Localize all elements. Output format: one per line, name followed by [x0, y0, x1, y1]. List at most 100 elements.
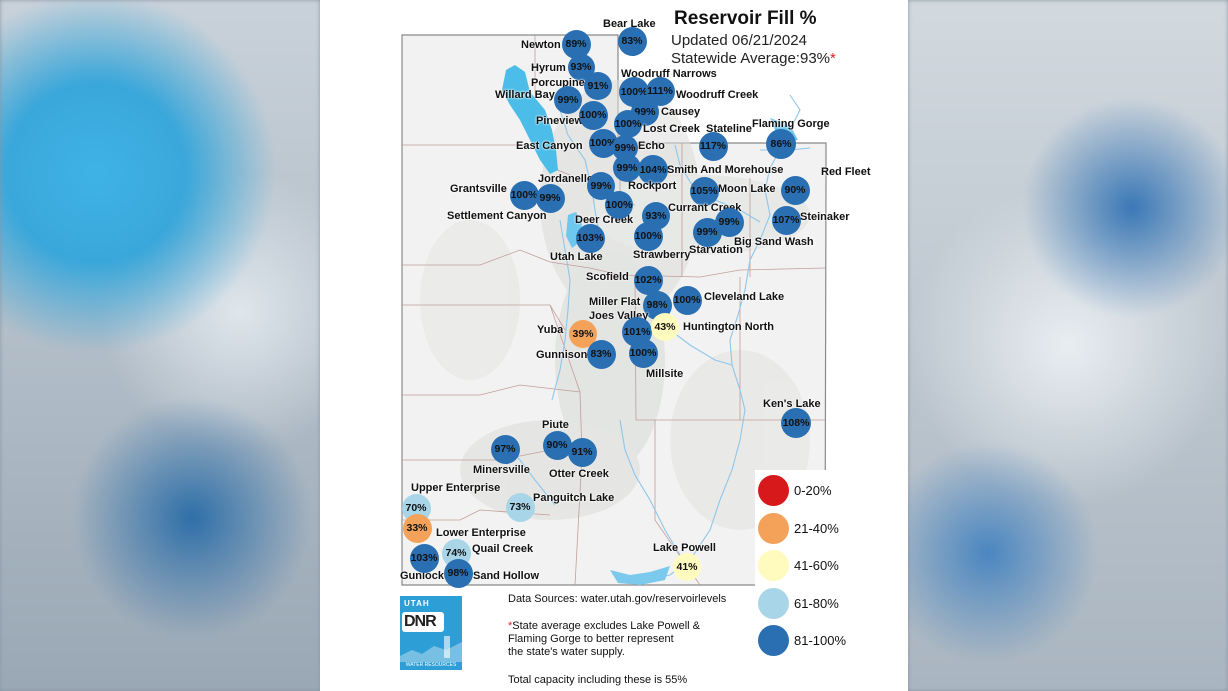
blurred-background-left — [0, 0, 320, 691]
reservoir-marker-smith-and-morehouse: 104% — [638, 155, 668, 185]
utah-map — [382, 34, 908, 691]
statewide-average: Statewide Average:93%* — [671, 50, 836, 67]
reservoir-label-grantsville: Grantsville — [450, 183, 507, 195]
reservoir-label-lake-powell: Lake Powell — [653, 542, 716, 554]
legend-label: 21-40% — [794, 520, 839, 536]
reservoir-label-lower-enterprise: Lower Enterprise — [436, 527, 526, 539]
reservoir-marker-causey: 99% — [631, 98, 659, 126]
reservoir-label-upper-enterprise: Upper Enterprise — [411, 482, 501, 494]
reservoir-label-steinaker: Steinaker — [800, 211, 850, 223]
reservoir-label-huntington-north: Huntington North — [683, 321, 775, 333]
reservoir-label-pineview: Pineview — [536, 115, 584, 127]
legend-label: 61-80% — [794, 595, 839, 611]
reservoir-marker-lower-enterprise: 33% — [402, 513, 432, 543]
reservoir-label-starvation: Starvation — [689, 244, 743, 256]
reservoir-marker-lost-creek: 100% — [614, 110, 642, 138]
reservoir-marker-steinaker: 107% — [771, 205, 801, 235]
reservoir-marker-gunlock: 103% — [409, 543, 439, 573]
reservoir-marker-minersville: 97% — [490, 434, 520, 464]
reservoir-marker-millsite: 100% — [628, 338, 658, 368]
reservoir-marker-panguitch-lake: 73% — [505, 492, 535, 522]
reservoir-marker-strawberry: 100% — [633, 221, 663, 251]
reservoir-marker-rockport: 99% — [613, 154, 641, 182]
reservoir-label-rockport: Rockport — [628, 180, 677, 192]
legend-label: 81-100% — [794, 633, 847, 648]
rivers — [499, 94, 811, 581]
utah-dnr-logo: UTAH DNR WATER RESOURCES — [400, 596, 462, 670]
reservoir-marker-otter-creek: 91% — [567, 437, 597, 467]
lake-powell-water — [610, 566, 670, 585]
reservoir-marker-willard-bay: 99% — [554, 86, 582, 114]
reservoir-label-millsite: Millsite — [646, 368, 684, 380]
reservoir-label-bear-lake: Bear Lake — [603, 18, 656, 30]
legend-swatch — [758, 625, 789, 656]
reservoir-marker-grantsville: 100% — [509, 180, 539, 210]
reservoir-marker-ken-s-lake: 108% — [781, 408, 811, 438]
reservoir-label-miller-flat: Miller Flat — [589, 296, 641, 308]
reservoir-marker-bear-lake: 83% — [617, 26, 647, 56]
updated-date: Updated 06/21/2024 — [671, 32, 807, 49]
reservoir-label-big-sand-wash: Big Sand Wash — [734, 236, 814, 248]
reservoir-marker-piute: 90% — [542, 430, 572, 460]
notes-box — [382, 588, 908, 691]
reservoir-marker-scofield: 102% — [633, 265, 663, 295]
reservoir-label-scofield: Scofield — [586, 271, 629, 283]
reservoir-label-flaming-gorge: Flaming Gorge — [752, 118, 830, 130]
asterisk-note: *State average excludes Lake Powell & Fl… — [508, 620, 701, 658]
reservoir-label-settlement-canyon: Settlement Canyon — [447, 210, 547, 222]
reservoir-marker-pineview: 100% — [578, 100, 608, 130]
legend-swatch — [758, 587, 789, 619]
reservoir-marker-gunnison: 83% — [586, 339, 616, 369]
great-salt-lake — [502, 65, 558, 174]
reservoir-marker-cleveland-lake: 100% — [672, 285, 702, 315]
reservoir-marker-settlement-canyon: 99% — [535, 183, 565, 213]
reservoir-label-panguitch-lake: Panguitch Lake — [533, 492, 615, 504]
reservoir-label-piute: Piute — [542, 419, 569, 431]
reservoir-label-red-fleet: Red Fleet — [821, 166, 871, 178]
legend-swatch — [758, 475, 789, 506]
reservoir-label-east-canyon: East Canyon — [516, 140, 583, 152]
reservoir-label-yuba: Yuba — [537, 324, 564, 336]
reservoir-label-smith-and-morehouse: Smith And Morehouse — [667, 164, 784, 176]
reservoir-marker-big-sand-wash: 99% — [714, 207, 744, 237]
reservoir-label-woodruff-narrows: Woodruff Narrows — [621, 68, 717, 80]
reservoir-marker-utah-lake: 103% — [575, 223, 605, 253]
reservoir-marker-red-fleet: 90% — [780, 175, 810, 205]
legend-swatch — [758, 550, 789, 581]
reservoir-marker-miller-flat: 98% — [642, 290, 672, 320]
reservoir-label-utah-lake: Utah Lake — [550, 251, 603, 263]
reservoir-marker-woodruff-creek: 111% — [645, 76, 675, 106]
reservoir-label-hyrum: Hyrum — [531, 62, 566, 74]
reservoir-label-moon-lake: Moon Lake — [718, 183, 776, 195]
reservoir-label-sand-hollow: Sand Hollow — [473, 570, 539, 582]
data-sources: Data Sources: water.utah.gov/reservoirle… — [508, 593, 727, 605]
legend-label: 41-60% — [794, 558, 839, 573]
blurred-background-right — [908, 0, 1228, 691]
reservoir-marker-huntington-north: 43% — [651, 313, 679, 341]
reservoir-marker-flaming-gorge: 86% — [766, 129, 796, 159]
reservoir-label-strawberry: Strawberry — [633, 249, 691, 261]
reservoir-label-causey: Causey — [661, 106, 701, 118]
reservoir-marker-moon-lake: 105% — [689, 176, 719, 206]
reservoir-label-minersville: Minersville — [473, 464, 530, 476]
legend-swatch — [758, 512, 789, 544]
reservoir-label-jordanelle: Jordanelle — [538, 173, 594, 185]
reservoir-label-echo: Echo — [638, 140, 665, 152]
reservoir-label-cleveland-lake: Cleveland Lake — [704, 291, 785, 303]
reservoir-label-ken-s-lake: Ken's Lake — [763, 398, 821, 410]
reservoir-label-lost-creek: Lost Creek — [643, 123, 700, 135]
reservoir-marker-porcupine: 91% — [584, 72, 612, 100]
reservoir-label-otter-creek: Otter Creek — [549, 468, 609, 480]
reservoir-marker-stateline: 117% — [698, 131, 728, 161]
reservoir-map-card: Reservoir Fill % Updated 06/21/2024 Stat… — [320, 0, 908, 691]
reservoir-marker-deer-creek: 100% — [605, 191, 633, 219]
reservoir-label-woodruff-creek: Woodruff Creek — [676, 89, 759, 101]
reservoir-label-gunlock: Gunlock — [400, 570, 445, 582]
reservoir-label-gunnison: Gunnison — [536, 349, 588, 361]
reservoir-label-newton: Newton — [521, 39, 561, 51]
reservoir-marker-lake-powell: 41% — [673, 553, 701, 581]
reservoir-label-porcupine: Porcupine — [531, 77, 585, 89]
total-capacity-note: Total capacity including these is 55% — [508, 674, 688, 686]
map-title: Reservoir Fill % — [674, 8, 817, 29]
reservoir-label-quail-creek: Quail Creek — [472, 543, 534, 555]
